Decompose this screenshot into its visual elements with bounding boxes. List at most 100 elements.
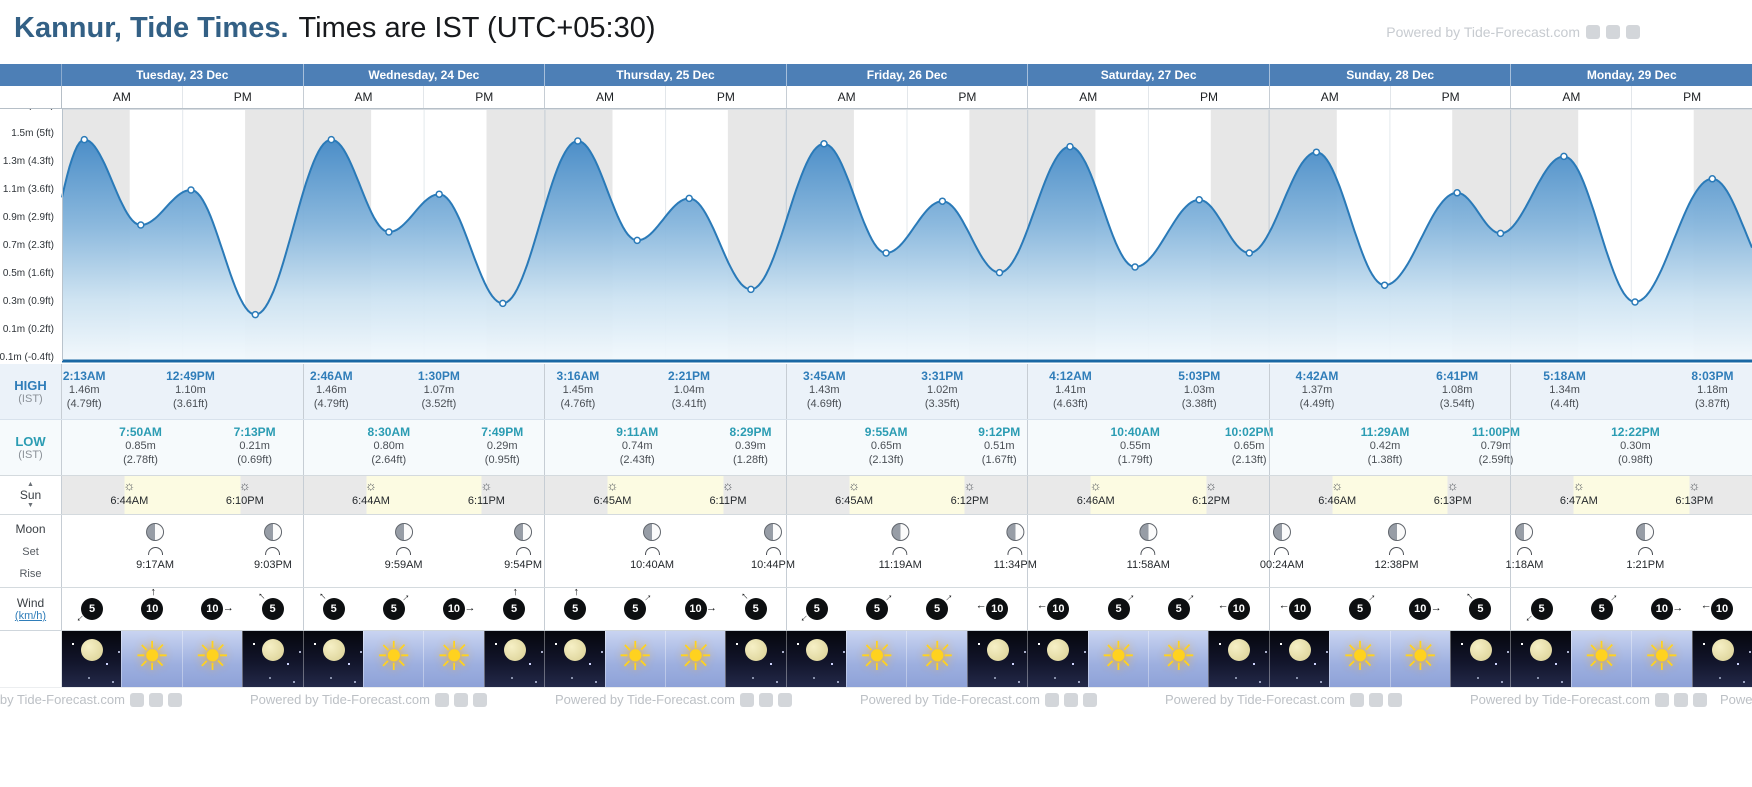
wind-direction-arrow-icon: → <box>146 586 159 598</box>
moon-icon <box>322 639 345 661</box>
sunset-time: 6:10PM <box>225 495 264 507</box>
wind-direction-arrow-icon: → <box>396 588 414 605</box>
footer-watermark-link[interactable]: Powered by Tide-Forecast.com <box>860 692 1097 707</box>
y-axis-label: 1.7m (5.5ft) <box>3 109 54 111</box>
sunset-entry: ☼ 6:12PM <box>1192 479 1230 508</box>
watermark-text: Powered by Tide-Forecast.com <box>860 692 1040 707</box>
y-axis-label: 0.9m (2.9ft) <box>2 212 54 223</box>
app-badge-icon <box>1692 692 1707 707</box>
moon-riseset-arc-icon <box>515 547 531 555</box>
moon-label: Moon <box>15 522 46 536</box>
day-header: Saturday, 27 Dec <box>1027 64 1269 86</box>
footer-watermark-link[interactable]: Powered by Tide-Forecast.com <box>250 692 487 707</box>
wind-speed: 10 <box>1052 603 1065 615</box>
sunset-entry: ☼ 6:10PM <box>226 479 264 508</box>
moon-entry: 1:18AM <box>1506 523 1543 571</box>
sunrise-time: 6:45AM <box>593 495 632 507</box>
moon-riseset-arc-icon <box>1516 547 1532 555</box>
low-tz-label: (IST) <box>18 449 43 461</box>
sky-tile-moon <box>483 631 545 687</box>
footer-watermark-link[interactable]: Powered by Tide-Forecast.com <box>1720 692 1752 707</box>
day-header: Sunday, 28 Dec <box>1268 64 1511 86</box>
app-badge-icon <box>1368 692 1383 707</box>
moon-rise-label: Rise <box>19 568 42 580</box>
sun-icon: ☀ <box>375 635 412 680</box>
app-badge-icon <box>129 692 144 707</box>
moon-entry: 9:17AM <box>136 523 174 571</box>
sunrise-time: 6:47AM <box>1559 495 1598 507</box>
tide-height-m: 1.34m <box>1549 384 1580 396</box>
ampm-gutter <box>0 86 62 108</box>
am-label: AM <box>837 90 856 104</box>
sun-icon: ☀ <box>1643 635 1680 680</box>
moon-riseset-arc-icon <box>1007 547 1023 555</box>
sunset-icon: ☼ <box>1688 478 1701 493</box>
footer-watermark-link[interactable]: Powered by Tide-Forecast.com <box>1470 692 1707 707</box>
moon-set-label: Set <box>22 546 39 558</box>
low-tide-time: 7:13PM <box>233 425 276 439</box>
moon-day-cell: 9:17AM 9:03PM <box>62 515 303 587</box>
moon-phase-icon <box>1636 523 1655 541</box>
stars-decoration <box>253 643 256 645</box>
tide-height-ft: (4.63ft) <box>1052 398 1088 410</box>
tide-height-ft: (3.38ft) <box>1181 398 1217 410</box>
day-header: Thursday, 25 Dec <box>544 64 786 86</box>
app-badge-icon <box>148 692 163 707</box>
wind-speed: 5 <box>934 603 941 615</box>
tide-height-ft: (3.52ft) <box>421 398 457 410</box>
tide-height-ft: (3.54ft) <box>1439 398 1475 410</box>
top-watermark-link[interactable]: Powered by Tide-Forecast.com <box>1386 24 1640 40</box>
low-tide-time: 10:02PM <box>1224 425 1274 439</box>
am-label: AM <box>1079 90 1098 104</box>
moon-entry: 10:40AM <box>630 523 674 571</box>
stars-decoration <box>313 643 316 645</box>
wind-direction-arrow-icon: → <box>797 611 814 628</box>
wind-day-cell: 5 → 5 → 5 → 10 → <box>785 588 1028 630</box>
wind-badge: 5 → <box>1167 589 1198 620</box>
sunrise-icon: ☼ <box>364 478 377 493</box>
sunset-time: 6:11PM <box>709 495 747 507</box>
wind-direction-arrow-icon: → <box>880 588 897 605</box>
app-badge-icon <box>1082 692 1097 707</box>
sun-day-cell: ☼ 6:46AM ☼ 6:12PM <box>1027 476 1269 514</box>
tide-height-m: 1.07m <box>423 384 455 396</box>
high-tide-entry: 2:21PM 1.04m (3.41ft) <box>668 369 710 411</box>
wind-badge: 10 → <box>976 598 1009 620</box>
wind-unit-link[interactable]: (km/h) <box>14 610 47 622</box>
sun-icon: ☀ <box>436 635 472 680</box>
high-tide-entry: 5:18AM 1.34m (4.4ft) <box>1543 369 1586 411</box>
low-tide-day-cell: 9:55AM 0.65m (2.13ft) 9:12PM 0.51m (1.67ft) <box>785 420 1028 475</box>
low-tide-row: LOW (IST) 7:50AM 0.85m (2.78ft) 7:13PM 0.21m… <box>0 420 1752 476</box>
sky-tile-moon <box>1208 631 1269 687</box>
tide-height-m: 1.41m <box>1055 384 1086 396</box>
moon-day-cell: 1:18AM 1:21PM <box>1506 515 1752 587</box>
moon-icon <box>81 639 103 661</box>
sunrise-time: 6:44AM <box>110 495 149 507</box>
sunrise-entry: ☼ 6:45AM <box>594 479 632 508</box>
app-badge-icon <box>1606 25 1620 39</box>
tide-height-ft: (1.79ft) <box>1117 454 1153 466</box>
sun-icon: ☀ <box>677 635 714 680</box>
wind-badge: 10 → <box>442 598 475 620</box>
moon-entry: 1:21PM <box>1626 523 1664 571</box>
footer-watermark-link[interactable]: Powered by Tide-Forecast.com <box>0 692 182 707</box>
sun-icon: ☀ <box>134 635 171 680</box>
moon-icon <box>1228 639 1251 661</box>
pm-label: PM <box>423 86 544 108</box>
footer-watermark-link[interactable]: Powered by Tide-Forecast.com <box>555 692 792 707</box>
sky-tile-moon <box>1268 631 1330 687</box>
low-tide-time: 8:29PM <box>729 425 772 439</box>
ampm-cell: AM PM <box>1027 86 1269 108</box>
footer-watermark-link[interactable]: Powered by Tide-Forecast.com <box>1165 692 1402 707</box>
sky-tile-sun: ☀ <box>423 631 484 687</box>
high-tide-time: 6:41PM <box>1436 369 1479 383</box>
wind-day-cell: 5 → 5 → 10 → 5 → <box>302 587 545 630</box>
moon-day-cell: 9:59AM 9:54PM <box>302 515 545 587</box>
tide-height-m: 0.80m <box>373 440 405 452</box>
wind-direction-arrow-icon: → <box>1700 602 1712 614</box>
tiles-gutter <box>0 631 62 687</box>
high-row-label: HIGH (IST) <box>0 364 62 419</box>
moon-icon <box>745 639 768 661</box>
watermark-text: Powered by Tide-Forecast.com <box>555 692 735 707</box>
wind-badge: 5 → <box>1349 589 1380 620</box>
